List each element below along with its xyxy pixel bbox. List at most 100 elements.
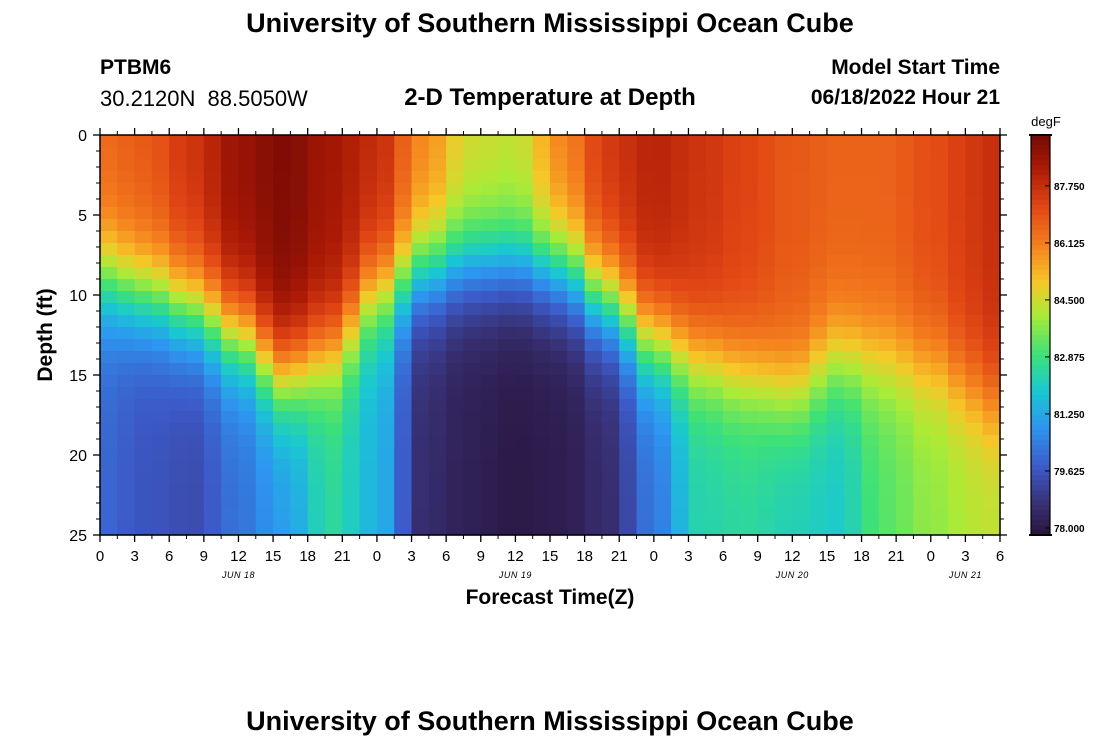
heatmap-cell [775, 315, 793, 328]
heatmap-cell [705, 375, 724, 388]
heatmap-cell [117, 483, 136, 496]
heatmap-cell [844, 459, 863, 472]
heatmap-cell [878, 507, 897, 520]
heatmap-cell [601, 207, 620, 220]
heatmap-cell [653, 387, 672, 400]
heatmap-cell [619, 471, 638, 484]
heatmap-cell [965, 519, 984, 532]
heatmap-cell [913, 207, 932, 220]
heatmap-cell [619, 531, 638, 536]
heatmap-cell [446, 459, 465, 472]
heatmap-cell [601, 519, 620, 532]
colorbar-segment [1031, 435, 1050, 441]
heatmap-cell [463, 363, 482, 376]
heatmap-cell [896, 375, 915, 388]
colorbar-segment [1031, 405, 1050, 411]
heatmap-cell [169, 531, 188, 536]
heatmap-cell [948, 195, 966, 208]
heatmap-cell [826, 135, 845, 148]
heatmap-cell [844, 399, 863, 412]
heatmap-cell [948, 135, 966, 148]
chart-subtitle: 2-D Temperature at Depth [404, 84, 696, 111]
heatmap-cell [117, 279, 136, 292]
heatmap-cell [619, 171, 638, 184]
heatmap-cell [740, 447, 759, 460]
heatmap-cell [134, 507, 153, 520]
heatmap-cell [757, 519, 776, 532]
heatmap-cell [982, 399, 1001, 412]
heatmap-cell [290, 447, 309, 460]
heatmap-cell [792, 351, 811, 364]
heatmap-cell [446, 159, 465, 172]
colorbar-segment [1031, 230, 1050, 236]
heatmap-cell [376, 399, 395, 412]
heatmap-cell [757, 363, 776, 376]
heatmap-cell [515, 387, 534, 400]
heatmap-cell [117, 183, 136, 196]
heatmap-cell [532, 291, 551, 304]
heatmap-cell [740, 135, 759, 148]
heatmap-cell [255, 411, 274, 424]
heatmap-cell [203, 435, 222, 448]
heatmap-cell [394, 411, 413, 424]
heatmap-cell [169, 411, 188, 424]
heatmap-cell [619, 183, 638, 196]
heatmap-cell [117, 243, 136, 256]
heatmap-cell [792, 267, 811, 280]
heatmap-cell [151, 267, 170, 280]
heatmap-cell [394, 195, 413, 208]
heatmap-cell [913, 195, 932, 208]
heatmap-cell [550, 255, 568, 268]
heatmap-cell [359, 375, 378, 388]
heatmap-cell [480, 531, 499, 536]
colorbar-segment [1031, 215, 1050, 221]
heatmap-cell [290, 243, 309, 256]
heatmap-cell [480, 447, 499, 460]
x-tick-label: 15 [819, 548, 836, 565]
heatmap-cell [930, 531, 949, 536]
heatmap-cell [480, 255, 499, 268]
heatmap-cell [550, 351, 568, 364]
heatmap-cell [965, 327, 984, 340]
heatmap-cell [273, 435, 291, 448]
heatmap-cell [342, 303, 361, 316]
heatmap-cell [844, 435, 863, 448]
heatmap-cell [965, 267, 984, 280]
heatmap-cell [134, 387, 153, 400]
heatmap-cell [948, 399, 966, 412]
heatmap-cell [169, 267, 188, 280]
heatmap-cell [342, 267, 361, 280]
heatmap-cell [861, 135, 880, 148]
heatmap-cell [238, 387, 257, 400]
heatmap-cell [723, 339, 741, 352]
heatmap-cell [151, 315, 170, 328]
heatmap-cell [792, 435, 811, 448]
heatmap-cell [723, 231, 741, 244]
heatmap-cell [601, 243, 620, 256]
heatmap-cell [601, 159, 620, 172]
y-tick-label: 20 [69, 448, 87, 465]
heatmap-cell [948, 183, 966, 196]
heatmap-cell [653, 255, 672, 268]
heatmap-cell [550, 363, 568, 376]
heatmap-cell [982, 423, 1001, 436]
heatmap-cell [498, 495, 516, 508]
heatmap-cell [255, 387, 274, 400]
heatmap-cell [878, 375, 897, 388]
heatmap-cell [965, 363, 984, 376]
heatmap-cell [359, 171, 378, 184]
heatmap-cell [394, 423, 413, 436]
heatmap-cell [775, 147, 793, 160]
heatmap-cell [636, 255, 655, 268]
heatmap-cell [982, 183, 1001, 196]
heatmap-cell [342, 423, 361, 436]
heatmap-cell [723, 147, 741, 160]
heatmap-cell [861, 459, 880, 472]
heatmap-cell [273, 459, 291, 472]
heatmap-cell [307, 495, 326, 508]
heatmap-cell [601, 375, 620, 388]
heatmap-cell [238, 159, 257, 172]
heatmap-cell [134, 495, 153, 508]
heatmap-cell [100, 459, 118, 472]
heatmap-cell [307, 279, 326, 292]
